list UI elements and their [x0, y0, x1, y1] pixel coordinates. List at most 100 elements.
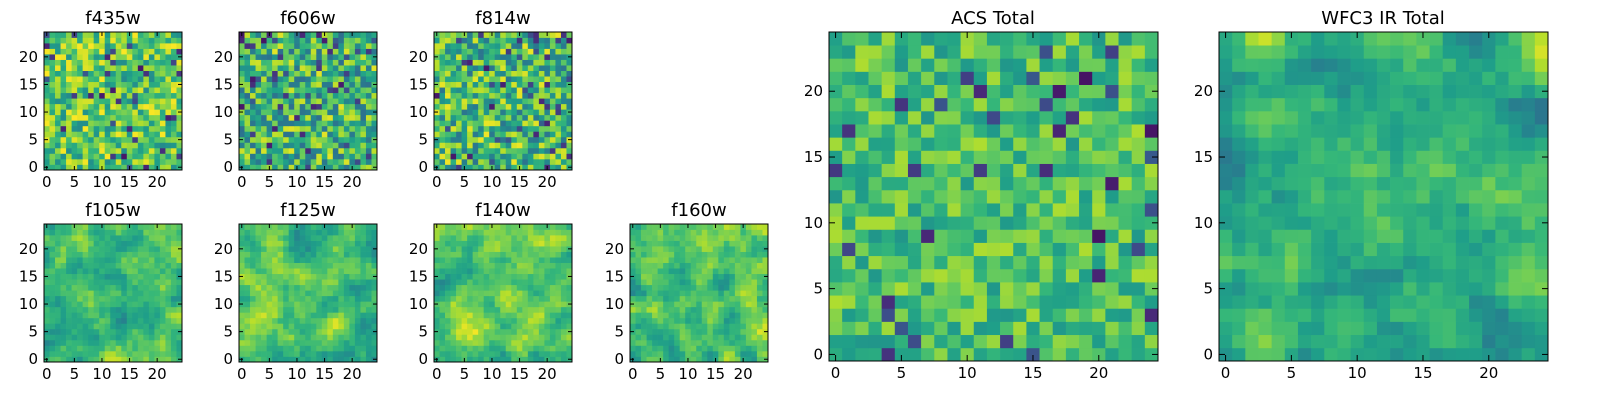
- heatmap-cell: [456, 147, 462, 154]
- heatmap-cell: [533, 279, 540, 286]
- heatmap-cell: [55, 323, 61, 330]
- heatmap-cell: [511, 317, 518, 324]
- heatmap-cell: [294, 109, 301, 116]
- heatmap-cell: [855, 255, 869, 270]
- heatmap-cell: [121, 153, 128, 160]
- heatmap-cell: [483, 114, 490, 121]
- heatmap-cell: [723, 345, 730, 352]
- heatmap-cell: [555, 279, 562, 286]
- heatmap-cell: [126, 328, 133, 335]
- heatmap-cell: [110, 125, 117, 132]
- heatmap-cell: [66, 92, 72, 99]
- heatmap-cell: [652, 295, 658, 302]
- heatmap-cell: [360, 345, 367, 352]
- heatmap-cell: [93, 334, 100, 341]
- heatmap-cell: [88, 136, 95, 143]
- heatmap-cell: [316, 235, 323, 241]
- heatmap-cell: [707, 350, 714, 357]
- heatmap-cell: [533, 317, 540, 324]
- heatmap-cell: [288, 59, 295, 66]
- heatmap-cell: [472, 158, 479, 165]
- heatmap-cell: [148, 301, 155, 308]
- heatmap-cell: [77, 268, 83, 275]
- heatmap-cell: [99, 59, 106, 66]
- heatmap-cell: [354, 70, 361, 77]
- heatmap-cell: [115, 153, 122, 160]
- heatmap-cell: [538, 37, 545, 44]
- heatmap-cell: [663, 268, 669, 275]
- heatmap-cell: [555, 312, 562, 319]
- heatmap-cell: [49, 306, 56, 313]
- heatmap-cell: [360, 328, 367, 335]
- heatmap-cell: [668, 312, 675, 319]
- heatmap-cell: [66, 37, 72, 44]
- heatmap-cell: [82, 229, 89, 236]
- heatmap-cell: [176, 114, 183, 121]
- heatmap-cell: [349, 98, 356, 105]
- heatmap-cell: [1118, 229, 1133, 243]
- heatmap-cell: [555, 235, 562, 241]
- heatmap-cell: [450, 92, 457, 99]
- heatmap-cell: [44, 103, 50, 110]
- heatmap-cell: [365, 59, 372, 66]
- heatmap-cell: [176, 229, 183, 236]
- heatmap-cell: [44, 334, 50, 341]
- heatmap-cell: [310, 284, 317, 291]
- heatmap-cell: [272, 142, 278, 149]
- axes-frame: [433, 31, 573, 171]
- heatmap-cell: [544, 153, 551, 160]
- heatmap-cell: [696, 262, 703, 269]
- heatmap-cell: [126, 268, 133, 275]
- heatmap-cell: [745, 350, 752, 357]
- heatmap-cell: [762, 295, 769, 302]
- heatmap-cell: [635, 235, 642, 241]
- heatmap-cell: [354, 251, 361, 258]
- x-tick-label: 15: [510, 173, 529, 191]
- heatmap-cell: [77, 257, 83, 263]
- heatmap-cell: [371, 306, 378, 313]
- heatmap-cell: [310, 43, 317, 49]
- heatmap-cell: [165, 306, 172, 313]
- heatmap-cell: [60, 295, 67, 302]
- heatmap-cell: [371, 125, 378, 132]
- heatmap-cell: [55, 268, 61, 275]
- heatmap-cell: [434, 158, 440, 165]
- heatmap-cell: [332, 251, 339, 258]
- heatmap-cell: [511, 339, 518, 346]
- heatmap-cell: [354, 240, 361, 247]
- heatmap-cell: [327, 87, 334, 94]
- heatmap-cell: [261, 37, 267, 44]
- heatmap-cell: [283, 224, 290, 230]
- heatmap-cell: [868, 163, 882, 178]
- heatmap-cell: [310, 345, 317, 352]
- heatmap-cell: [77, 251, 83, 258]
- panel-title: f140w: [475, 200, 530, 221]
- heatmap-cell: [494, 262, 501, 269]
- heatmap-cell: [489, 142, 496, 149]
- heatmap-cell: [266, 131, 273, 138]
- heatmap-cell: [439, 81, 446, 88]
- heatmap-cell: [321, 257, 328, 263]
- heatmap-cell: [316, 284, 323, 291]
- heatmap-cell: [255, 142, 262, 149]
- heatmap-cell: [894, 308, 909, 322]
- heatmap-cell: [1079, 189, 1093, 204]
- heatmap-cell: [445, 273, 451, 280]
- heatmap-cell: [489, 229, 496, 236]
- heatmap-cell: [165, 65, 172, 71]
- heatmap-cell: [338, 350, 345, 357]
- heatmap-cell: [461, 158, 468, 165]
- heatmap-cell: [461, 120, 468, 127]
- heatmap-cell: [549, 312, 556, 319]
- heatmap-cell: [305, 279, 312, 286]
- heatmap-cell: [305, 158, 312, 165]
- heatmap-cell: [104, 120, 111, 127]
- heatmap-cell: [104, 142, 111, 149]
- heatmap-cell: [685, 334, 692, 341]
- heatmap-cell: [137, 246, 144, 252]
- heatmap-cell: [77, 235, 83, 241]
- heatmap-cell: [115, 81, 122, 88]
- heatmap-cell: [646, 251, 653, 258]
- heatmap-cell: [450, 268, 457, 275]
- heatmap-cell: [450, 317, 457, 324]
